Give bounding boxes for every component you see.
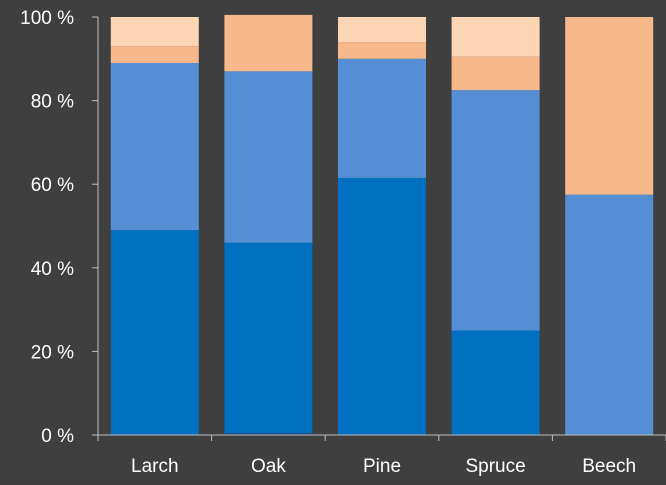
- x-tick-label-beech: Beech: [582, 456, 636, 477]
- bar-segment-larch-1: [111, 230, 199, 435]
- bar-segment-pine-4: [338, 17, 426, 42]
- bar-segment-larch-4: [111, 17, 199, 46]
- y-tick-label: 60 %: [31, 175, 74, 196]
- bar-segment-spruce-4: [452, 17, 540, 57]
- bar-segment-larch-3: [111, 46, 199, 63]
- bar-segment-larch-2: [111, 63, 199, 230]
- x-tick-label-larch: Larch: [131, 456, 179, 477]
- y-tick-label: 20 %: [31, 342, 74, 363]
- x-tick-label-spruce: Spruce: [465, 456, 525, 477]
- y-tick-label: 0 %: [41, 426, 74, 447]
- bar-segment-spruce-2: [452, 90, 540, 330]
- bar-segment-beech-3: [565, 17, 653, 195]
- bar-segment-pine-3: [338, 42, 426, 59]
- y-tick-label: 100 %: [20, 8, 74, 29]
- bar-segment-spruce-3: [452, 57, 540, 90]
- bar-segment-oak-3: [224, 15, 312, 71]
- y-tick-label: 80 %: [31, 92, 74, 113]
- bar-segment-pine-1: [338, 178, 426, 435]
- bar-segment-oak-1: [224, 243, 312, 433]
- bar-segment-spruce-1: [452, 331, 540, 436]
- x-tick-label-pine: Pine: [363, 456, 401, 477]
- y-tick-label: 40 %: [31, 259, 74, 280]
- bar-segment-oak-2: [224, 71, 312, 242]
- x-tick-label-oak: Oak: [251, 456, 286, 477]
- bar-segment-beech-2: [565, 195, 653, 435]
- bar-segment-pine-2: [338, 59, 426, 178]
